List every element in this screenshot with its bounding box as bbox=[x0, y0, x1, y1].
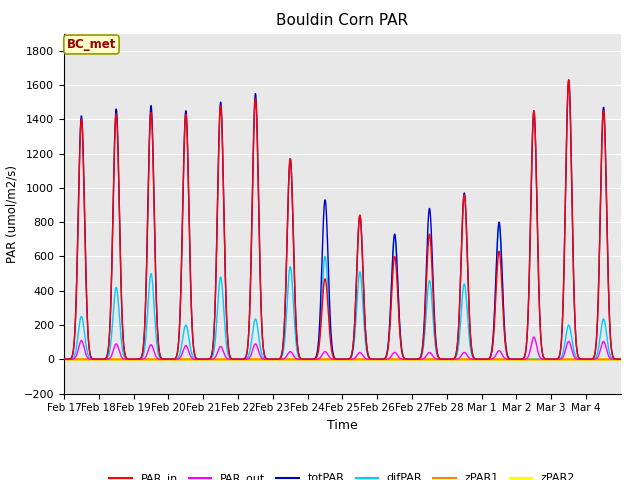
Text: BC_met: BC_met bbox=[67, 38, 116, 51]
X-axis label: Time: Time bbox=[327, 419, 358, 432]
Legend: PAR_in, PAR_out, totPAR, difPAR, zPAR1, zPAR2: PAR_in, PAR_out, totPAR, difPAR, zPAR1, … bbox=[105, 469, 580, 480]
Title: Bouldin Corn PAR: Bouldin Corn PAR bbox=[276, 13, 408, 28]
Y-axis label: PAR (umol/m2/s): PAR (umol/m2/s) bbox=[5, 165, 18, 263]
